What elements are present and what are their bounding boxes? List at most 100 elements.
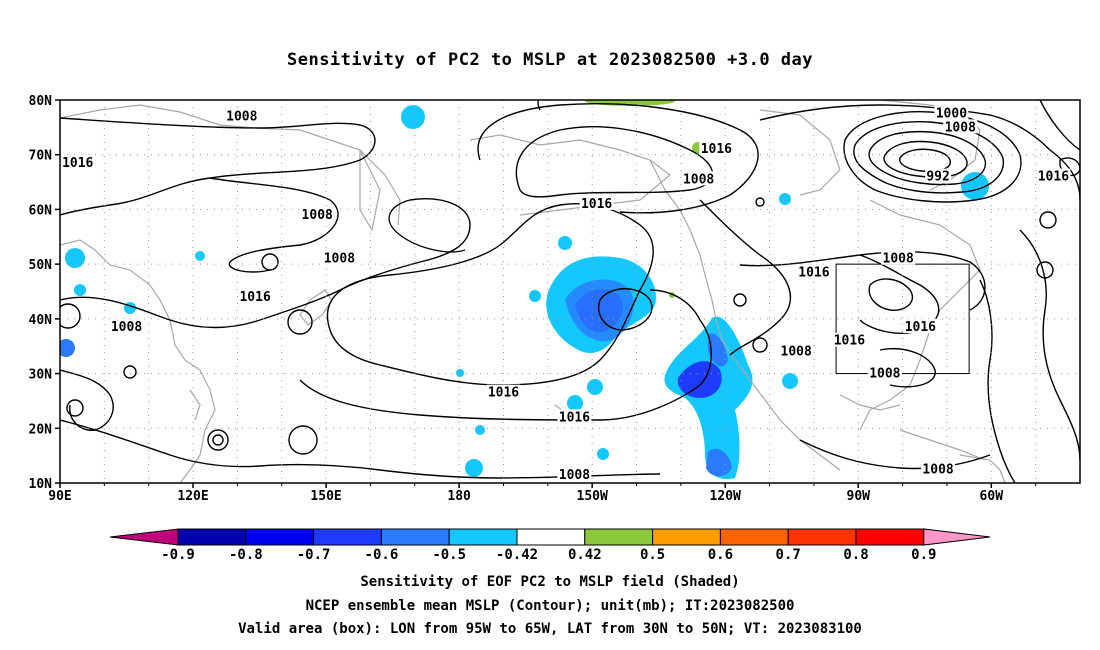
contour-label-bg bbox=[557, 466, 592, 481]
contour-label-bg bbox=[681, 171, 716, 186]
colorbar-high-triangle bbox=[923, 528, 991, 546]
isobar bbox=[287, 309, 313, 335]
isobar bbox=[843, 111, 1022, 203]
contour-label-bg bbox=[881, 250, 916, 265]
isobar bbox=[733, 293, 747, 307]
shaded-spot bbox=[74, 284, 86, 296]
contour-label: 1016 bbox=[834, 334, 865, 349]
contour-label-bg bbox=[109, 319, 144, 334]
isobar bbox=[883, 140, 968, 178]
contour-label: 1016 bbox=[559, 410, 590, 425]
shaded-spot bbox=[195, 251, 205, 261]
contour-label-bg bbox=[832, 332, 867, 347]
isobar bbox=[759, 104, 1080, 201]
colorbar-label: 0.8 bbox=[843, 547, 868, 563]
colorbar-label: -0.6 bbox=[365, 547, 399, 563]
caption-line-2: NCEP ensemble mean MSLP (Contour); unit(… bbox=[305, 598, 795, 614]
lon-tick-label: 90W bbox=[847, 489, 871, 504]
colorbar-label: -0.7 bbox=[297, 547, 331, 563]
lon-tick-label: 180 bbox=[447, 489, 471, 504]
isobar bbox=[207, 429, 229, 451]
colorbar-label: 0.6 bbox=[708, 547, 733, 563]
colorbar-segment bbox=[380, 528, 450, 546]
contour-label: 1008 bbox=[111, 320, 142, 335]
shaded-spot bbox=[456, 369, 464, 377]
colorbar-label: 0.9 bbox=[911, 547, 936, 563]
colorbar-label: 0.42 bbox=[568, 547, 602, 563]
isobar bbox=[868, 130, 987, 186]
isobar bbox=[755, 197, 765, 207]
colorbar-segment bbox=[516, 528, 586, 546]
lon-tick-label: 120W bbox=[710, 489, 741, 504]
isobar bbox=[261, 253, 279, 271]
isobar bbox=[288, 425, 318, 455]
colorbar-low-triangle bbox=[109, 528, 179, 546]
lon-tick-label: 120E bbox=[177, 489, 208, 504]
isobar bbox=[212, 434, 224, 446]
shaded-spot bbox=[961, 172, 989, 200]
contour-label: 1016 bbox=[905, 320, 936, 335]
shaded-spot bbox=[529, 290, 541, 302]
isobar bbox=[1039, 100, 1080, 151]
isobar bbox=[123, 365, 137, 379]
shaded-region-west-coast-mid bbox=[708, 333, 728, 367]
contour-label: 992 bbox=[926, 170, 949, 185]
contour-label-bg bbox=[903, 319, 938, 334]
contour-label: 1016 bbox=[701, 142, 732, 157]
coastline-philippines bbox=[189, 389, 201, 421]
contour-label: 1008 bbox=[869, 367, 900, 382]
contour-label: 1016 bbox=[798, 265, 829, 280]
lat-tick-label: 80N bbox=[29, 94, 53, 109]
isobar bbox=[598, 288, 653, 331]
isobar bbox=[60, 303, 81, 329]
lat-tick-label: 40N bbox=[29, 313, 53, 328]
isobar bbox=[477, 103, 759, 214]
shaded-spot bbox=[558, 236, 572, 250]
contour-label-bg bbox=[779, 343, 814, 358]
caption-line-3: Valid area (box): LON from 95W to 65W, L… bbox=[238, 621, 862, 637]
isobar bbox=[537, 100, 541, 111]
contour-label-bg bbox=[557, 409, 592, 424]
colorbar-label: -0.9 bbox=[161, 547, 195, 563]
contour-label: 1000 bbox=[936, 107, 967, 122]
caption-line-1: Sensitivity of EOF PC2 to MSLP field (Sh… bbox=[360, 574, 740, 590]
colorbar-segment bbox=[448, 528, 518, 546]
isobar bbox=[899, 148, 952, 172]
lon-tick-label: 60W bbox=[980, 489, 1004, 504]
figure-title: Sensitivity of PC2 to MSLP at 2023082500… bbox=[286, 50, 813, 70]
contour-label-bg bbox=[224, 108, 259, 123]
contour-label: 1008 bbox=[945, 120, 976, 135]
coastline-kamchatka bbox=[359, 149, 381, 232]
contour-label: 1016 bbox=[1038, 170, 1069, 185]
map-frame bbox=[59, 99, 1081, 484]
contour-label: 1008 bbox=[302, 208, 333, 223]
shaded-spot bbox=[782, 373, 798, 389]
isobar bbox=[515, 126, 714, 198]
contour-label-bg bbox=[60, 154, 95, 169]
colorbar-label: -0.8 bbox=[229, 547, 263, 563]
coastlines bbox=[60, 100, 1006, 483]
contour-label-bg bbox=[943, 119, 978, 134]
shaded-spot bbox=[779, 193, 791, 205]
contour-label-bg bbox=[238, 288, 273, 303]
sensitivity-shading bbox=[60, 100, 989, 480]
contour-label: 1008 bbox=[226, 109, 257, 124]
coastline-north-america-east bbox=[859, 199, 981, 431]
isobar bbox=[1039, 211, 1057, 229]
contour-label-bg bbox=[925, 168, 952, 183]
colorbar-label: -0.5 bbox=[432, 547, 466, 563]
lat-tick-label: 30N bbox=[29, 368, 53, 383]
isobar bbox=[60, 369, 114, 431]
coastline-alaska bbox=[469, 134, 671, 216]
colorbar-segment bbox=[652, 528, 721, 546]
contour-label-bg bbox=[934, 105, 969, 120]
shaded-spot bbox=[567, 395, 583, 411]
mslp-contours bbox=[60, 100, 1080, 483]
lat-tick-label: 70N bbox=[29, 149, 53, 164]
isobar bbox=[859, 254, 940, 334]
isobar bbox=[853, 120, 1005, 194]
coastline-north-america-west bbox=[649, 159, 841, 471]
contour-label: 1016 bbox=[488, 386, 519, 401]
